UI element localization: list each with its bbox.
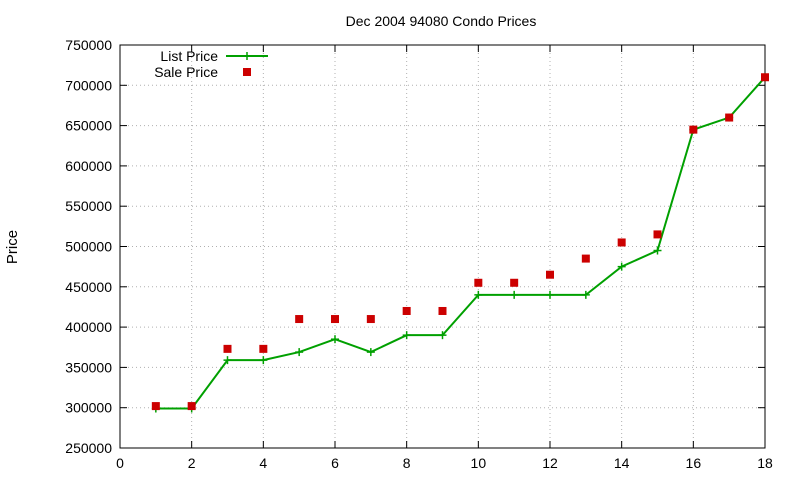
data-point-sale-price — [689, 125, 698, 134]
legend-marker — [243, 68, 251, 76]
y-tick-label: 750000 — [65, 37, 112, 53]
x-tick-label: 2 — [188, 455, 196, 471]
data-point-list-price — [617, 262, 626, 271]
series-line-list-price — [155, 76, 766, 410]
data-point-list-price — [223, 356, 232, 365]
data-point-sale-price — [438, 306, 447, 315]
data-point-list-price — [581, 290, 590, 299]
data-point-list-price — [653, 246, 662, 255]
data-point-sale-price — [187, 402, 196, 411]
legend-label-sale-price: Sale Price — [154, 64, 218, 80]
data-point-list-price — [510, 290, 519, 299]
x-tick-label: 10 — [471, 455, 487, 471]
y-tick-label: 550000 — [65, 198, 112, 214]
x-tick-label: 6 — [331, 455, 339, 471]
data-point-sale-price — [259, 344, 268, 353]
data-point-sale-price — [653, 230, 662, 239]
data-point-sale-price — [510, 278, 519, 287]
data-point-sale-price — [617, 238, 626, 247]
legend-sample-sale-price — [243, 68, 251, 76]
data-point-list-price — [402, 331, 411, 340]
legend-label-list-price: List Price — [160, 48, 218, 64]
legend-sample-list-price — [226, 52, 268, 60]
series-sale-price — [151, 73, 769, 411]
y-axis-title: Price — [4, 230, 21, 264]
y-tick-label: 600000 — [65, 158, 112, 174]
data-point-sale-price — [331, 315, 339, 324]
y-tick-label: 400000 — [65, 319, 112, 335]
x-tick-label: 4 — [259, 455, 267, 471]
y-axis-tick-labels: 250000 300000 350000 400000 450000 500000 5500… — [65, 37, 112, 456]
y-tick-label: 250000 — [65, 440, 112, 456]
y-tick-label: 700000 — [65, 77, 112, 93]
data-point-sale-price — [581, 254, 590, 263]
y-tick-label: 450000 — [65, 279, 112, 295]
data-point-sale-price — [295, 315, 304, 324]
data-point-list-price — [438, 331, 447, 340]
x-tick-label: 8 — [403, 455, 411, 471]
data-point-sale-price — [546, 270, 554, 279]
series-list-price — [151, 73, 769, 413]
x-axis-tick-labels: 0 2 4 6 8 10 12 14 16 18 — [116, 455, 773, 471]
data-point-sale-price — [151, 402, 160, 411]
x-tick-label: 12 — [542, 455, 558, 471]
data-point-list-price — [366, 348, 375, 357]
y-tick-label: 350000 — [65, 359, 112, 375]
legend-marker — [243, 52, 251, 60]
data-point-list-price — [546, 290, 554, 299]
data-point-list-price — [295, 348, 304, 357]
y-tick-label: 500000 — [65, 239, 112, 255]
grid — [120, 45, 765, 448]
x-tick-label: 0 — [116, 455, 124, 471]
y-tick-label: 650000 — [65, 118, 112, 134]
x-tick-label: 18 — [757, 455, 773, 471]
legend: List Price Sale Price — [154, 48, 268, 80]
data-point-sale-price — [725, 113, 734, 122]
data-point-list-price — [331, 335, 339, 344]
y-tick-label: 300000 — [65, 400, 112, 416]
data-point-sale-price — [402, 306, 411, 315]
x-tick-label: 16 — [686, 455, 702, 471]
axis-ticks — [119, 44, 766, 449]
data-point-sale-price — [474, 278, 483, 287]
data-point-sale-price — [366, 315, 375, 324]
x-tick-label: 14 — [614, 455, 630, 471]
data-point-sale-price — [761, 73, 769, 82]
data-point-list-price — [474, 290, 483, 299]
data-point-list-price — [259, 356, 268, 365]
chart-title: Dec 2004 94080 Condo Prices — [346, 13, 537, 29]
data-point-sale-price — [223, 344, 232, 353]
series-layer — [151, 73, 769, 413]
